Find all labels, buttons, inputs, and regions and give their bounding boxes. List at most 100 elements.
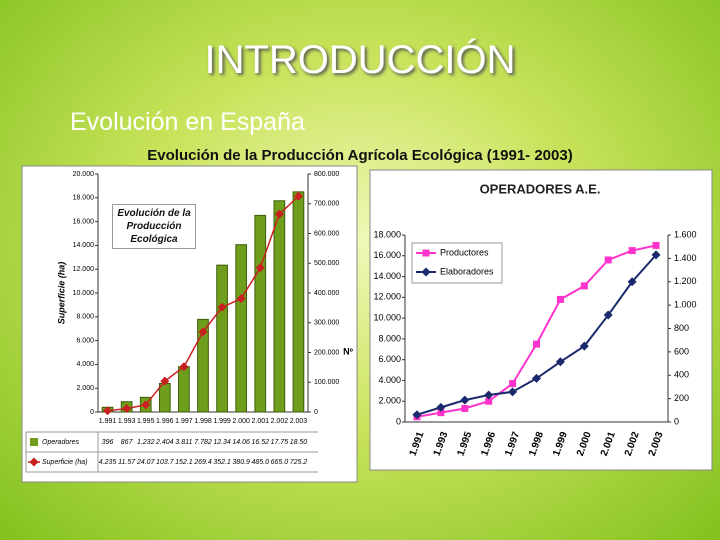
marker <box>485 397 493 405</box>
marker <box>293 191 303 201</box>
data-label: 17.75 <box>271 439 289 446</box>
x-tick-label: 1.998 <box>194 418 212 425</box>
legend-label: Superficie (ha) <box>42 459 88 466</box>
y-tick-label: 6.000 <box>378 354 401 364</box>
subtitle: Evolución de la Producción Agrícola Ecol… <box>147 147 573 164</box>
data-label: 396 <box>102 439 114 446</box>
marker <box>508 387 518 397</box>
data-label: 2.404 <box>155 439 174 446</box>
x-tick-label: 1.995 <box>137 418 155 425</box>
marker <box>236 294 246 304</box>
data-label: 4.235 <box>99 459 117 466</box>
data-label: 665.0 <box>271 459 289 466</box>
marker <box>103 406 113 416</box>
data-label: 18.50 <box>290 439 308 446</box>
marker <box>556 295 564 303</box>
marker <box>533 340 540 348</box>
y2-axis-label: Nº <box>343 346 353 356</box>
marker <box>651 250 661 260</box>
x-tick-label: 2.001 <box>252 418 270 425</box>
inset-title: Evolución de la Producción Ecológica <box>112 204 196 249</box>
x-tick-label: 1.996 <box>156 418 174 425</box>
chart-title: OPERADORES A.E. <box>480 181 601 196</box>
y2-tick-label: 400 <box>674 370 689 380</box>
marker <box>422 249 430 257</box>
y-tick-label: 18.000 <box>373 229 401 239</box>
marker <box>141 400 151 410</box>
marker <box>509 380 517 388</box>
bar <box>158 382 171 413</box>
marker <box>604 256 612 264</box>
data-label: 269.4 <box>193 459 212 466</box>
y2-tick-label: 400.000 <box>314 290 339 297</box>
data-label: 14.06 <box>232 439 250 446</box>
bar <box>254 214 267 413</box>
x-tick-label: 1.993 <box>118 418 136 425</box>
y-tick-label: 4.000 <box>378 375 401 385</box>
marker <box>29 457 39 467</box>
marker <box>461 404 469 412</box>
data-label: 16.52 <box>252 439 270 446</box>
y-tick-label: 14.000 <box>373 271 401 281</box>
y-tick-label: 10.000 <box>373 312 401 322</box>
y2-tick-label: 600.000 <box>314 230 339 237</box>
y-tick-label: 6.000 <box>76 337 94 344</box>
marker <box>532 373 541 383</box>
marker <box>437 409 445 417</box>
marker <box>255 263 265 273</box>
marker <box>421 267 431 277</box>
data-label: 485.0 <box>252 459 270 466</box>
y-tick-label: 0 <box>90 409 94 416</box>
y2-tick-label: 200 <box>674 393 689 403</box>
data-label: 725.2 <box>290 459 308 466</box>
y2-tick-label: 500.000 <box>314 260 339 267</box>
bar <box>235 244 248 413</box>
bar <box>292 191 305 413</box>
marker <box>460 395 470 405</box>
y2-tick-label: 100.000 <box>314 379 339 386</box>
y-tick-label: 0 <box>396 416 401 426</box>
x-tick-label: 2.002 <box>271 418 289 425</box>
y-tick-label: 20.000 <box>73 171 95 178</box>
y2-tick-label: 800 <box>674 323 689 333</box>
chart-frame <box>369 169 713 471</box>
data-label: 7.782 <box>194 439 212 446</box>
y2-tick-label: 1.200 <box>674 276 697 286</box>
x-tick-label: 2.003 <box>290 418 308 425</box>
data-label: 3.811 <box>175 439 192 446</box>
y-tick-label: 8.000 <box>76 314 94 321</box>
marker <box>628 247 636 255</box>
bar <box>216 264 228 413</box>
data-label: 1.232 <box>137 439 155 446</box>
marker <box>436 402 446 412</box>
y2-tick-label: 300.000 <box>314 320 339 327</box>
data-label: 12.34 <box>213 439 231 446</box>
data-label: 103.7 <box>156 459 175 466</box>
marker <box>412 410 422 420</box>
marker <box>179 362 189 372</box>
y2-tick-label: 1.600 <box>674 229 697 239</box>
marker <box>160 376 170 386</box>
marker <box>603 310 613 320</box>
marker <box>217 302 227 312</box>
bar <box>273 200 286 413</box>
y-axis-label: Superficie (ha) <box>56 262 66 325</box>
bar <box>178 366 190 413</box>
x-tick-label: 1.999 <box>213 418 231 425</box>
y-tick-label: 8.000 <box>378 333 401 343</box>
y-tick-label: 12.000 <box>73 266 95 273</box>
y2-tick-label: 0 <box>674 416 679 426</box>
y2-tick-label: 1.000 <box>674 300 697 310</box>
data-label: 380.9 <box>232 459 250 466</box>
y-tick-label: 18.000 <box>73 195 95 202</box>
y-tick-label: 12.000 <box>373 292 401 302</box>
data-label: 11.57 <box>118 459 136 466</box>
slide-title: INTRODUCCIÓN <box>204 38 516 82</box>
marker <box>580 282 588 290</box>
x-tick-label: 2.000 <box>232 418 250 425</box>
y2-tick-label: 800.000 <box>314 171 339 178</box>
y-tick-label: 16.000 <box>373 250 401 260</box>
legend-label: Elaboradores <box>440 266 494 276</box>
legend-label: Productores <box>440 247 489 257</box>
